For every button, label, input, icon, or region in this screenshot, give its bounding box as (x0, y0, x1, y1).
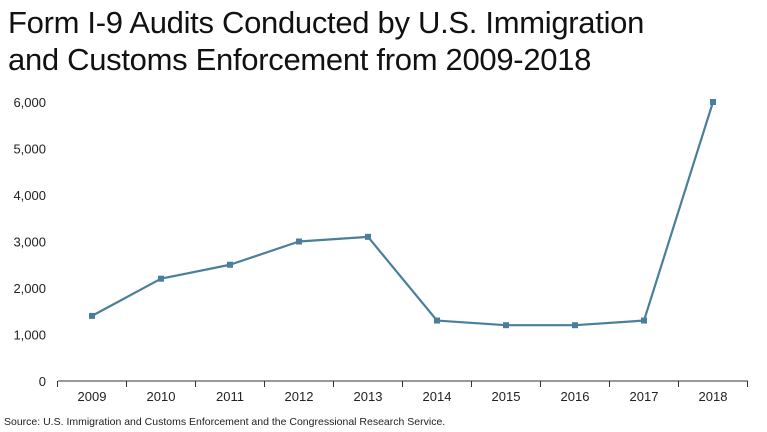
y-tick-label: 4,000 (13, 188, 46, 203)
x-tick-label: 2018 (699, 389, 728, 404)
data-point-marker (641, 317, 647, 324)
data-point-marker (434, 317, 440, 324)
chart-title-line-1: Form I-9 Audits Conducted by U.S. Immigr… (8, 5, 645, 40)
data-point-marker (158, 275, 164, 282)
source-note: Source: U.S. Immigration and Customs Enf… (4, 416, 446, 428)
y-tick-label: 3,000 (13, 235, 46, 250)
x-tick-label: 2015 (492, 389, 521, 404)
x-tick-label: 2009 (78, 389, 107, 404)
data-point-marker (572, 322, 578, 329)
series-line (91, 101, 715, 327)
x-tick-label: 2016 (561, 389, 590, 404)
y-tick-label: 6,000 (13, 95, 46, 110)
y-tick-label: 2,000 (13, 281, 46, 296)
x-axis: 2009 2010 2011 2012 2013 2014 2015 2016 2017 2018 (57, 380, 748, 404)
x-tick-label: 2012 (285, 389, 314, 404)
data-point-marker (227, 261, 233, 268)
y-tick-label: 5,000 (13, 142, 46, 157)
chart-title: Form I-9 Audits Conducted by U.S. Immigr… (8, 4, 758, 78)
x-tick-label: 2010 (147, 389, 176, 404)
chart-title-line-2: and Customs Enforcement from 2009-2018 (8, 42, 592, 77)
y-axis: 0 1,000 2,000 3,000 4,000 5,000 6,000 (13, 95, 46, 389)
y-tick-label: 0 (39, 374, 46, 389)
x-tick-label: 2011 (216, 389, 244, 404)
data-point-marker (89, 312, 95, 319)
data-point-marker (296, 238, 302, 245)
x-tick-label: 2017 (630, 389, 659, 404)
x-tick-label: 2013 (354, 389, 383, 404)
data-point-marker (503, 322, 509, 329)
y-tick-label: 1,000 (13, 328, 46, 343)
data-point-marker (710, 99, 716, 105)
series-audits (89, 99, 716, 329)
x-tick-label: 2014 (423, 389, 452, 404)
data-point-marker (365, 233, 371, 240)
